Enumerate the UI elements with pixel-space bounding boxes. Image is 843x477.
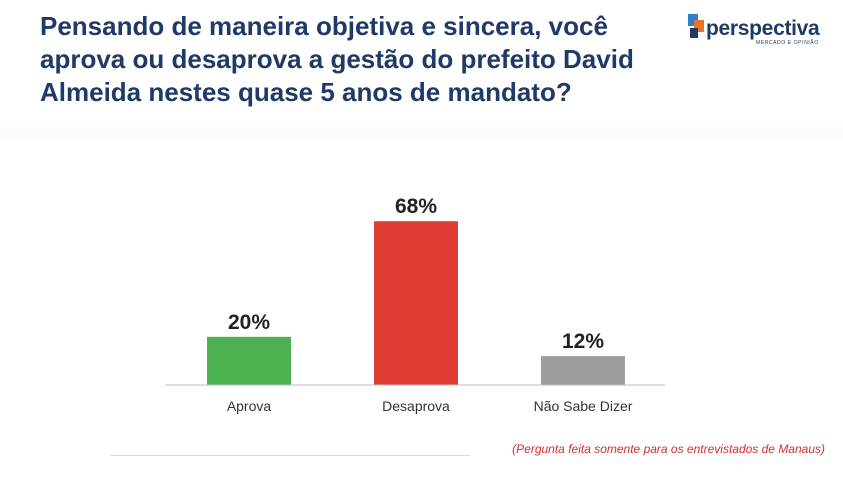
page-title: Pensando de maneira objetiva e sincera, …: [40, 10, 660, 109]
value-label-0: 20%: [228, 311, 270, 334]
header-divider: [0, 118, 843, 138]
bar-1: [374, 221, 458, 385]
bar-0: [207, 336, 291, 385]
footnote: (Pergunta feita somente para os entrevis…: [512, 442, 825, 456]
title-line-1: Pensando de maneira objetiva e sincera, …: [40, 11, 608, 41]
perspectiva-logo-icon: [688, 14, 704, 38]
logo-tagline: MERCADO E OPINIÃO: [756, 40, 819, 46]
brand-logo: perspectiva MERCADO E OPINIÃO: [686, 6, 836, 46]
bar-2: [541, 356, 625, 385]
title-line-3: Almeida nestes quase 5 anos de mandato?: [40, 77, 572, 107]
category-label-1: Desaprova: [382, 398, 450, 414]
value-label-1: 68%: [395, 195, 437, 218]
value-label-2: 12%: [562, 330, 604, 353]
title-line-2: aprova ou desaprova a gestão do prefeito…: [40, 44, 634, 74]
footnote-divider: [110, 455, 470, 456]
category-label-0: Aprova: [227, 398, 272, 414]
category-label-2: Não Sabe Dizer: [534, 398, 633, 414]
logo-wordmark: perspectiva: [706, 17, 820, 40]
